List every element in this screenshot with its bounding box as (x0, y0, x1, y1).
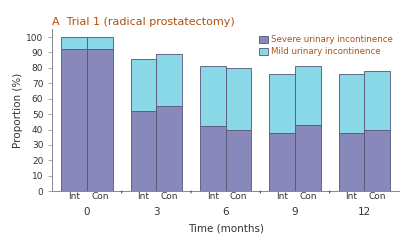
Bar (226, 68, 251, 130)
Text: 6: 6 (222, 207, 229, 217)
Bar (269, 133, 295, 191)
Bar (295, 66, 321, 125)
Bar (200, 66, 226, 126)
Bar (87, 37, 113, 49)
Legend: Severe urinary incontinence, Mild urinary incontinence: Severe urinary incontinence, Mild urinar… (257, 34, 395, 58)
Bar (156, 106, 182, 191)
Text: 3: 3 (153, 207, 160, 217)
Bar (226, 130, 251, 191)
Bar (156, 54, 182, 106)
Bar (295, 125, 321, 191)
Bar (61, 37, 87, 49)
Bar (61, 49, 87, 191)
Bar (339, 133, 364, 191)
Bar (131, 59, 156, 111)
Text: 0: 0 (84, 207, 90, 217)
Bar (131, 111, 156, 191)
Text: 9: 9 (292, 207, 298, 217)
Text: A  Trial 1 (radical prostatectomy): A Trial 1 (radical prostatectomy) (52, 17, 235, 27)
Bar (364, 130, 390, 191)
Bar (339, 74, 364, 133)
X-axis label: Time (months): Time (months) (188, 224, 264, 234)
Bar (269, 74, 295, 133)
Y-axis label: Proportion (%): Proportion (%) (13, 73, 23, 148)
Bar (87, 49, 113, 191)
Text: 12: 12 (358, 207, 371, 217)
Bar (364, 71, 390, 130)
Bar (200, 126, 226, 191)
